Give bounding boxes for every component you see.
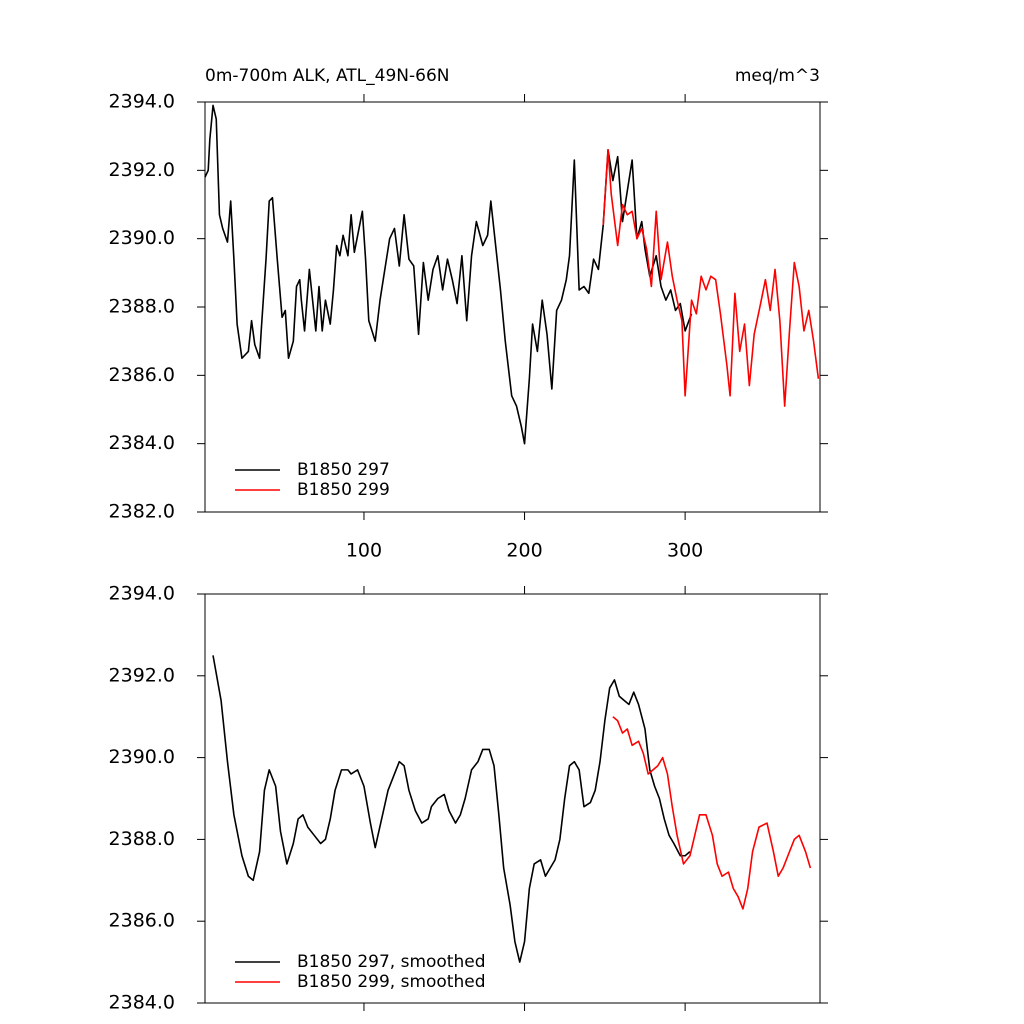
plot-frame bbox=[204, 101, 821, 513]
y-tick-label: 2390.0 bbox=[109, 746, 175, 768]
y-tick-label: 2388.0 bbox=[109, 296, 175, 318]
y-tick-label: 2388.0 bbox=[109, 828, 175, 850]
x-tick-label: 200 bbox=[506, 540, 542, 562]
y-tick-label: 2382.0 bbox=[109, 501, 175, 523]
y-tick-label: 2392.0 bbox=[109, 664, 175, 686]
x-tick-label: 100 bbox=[346, 540, 382, 562]
x-tick-label: 300 bbox=[667, 540, 703, 562]
y-tick-label: 2394.0 bbox=[109, 91, 175, 113]
panel: 2382.0 2384.0 2386.0 2388.0 2390.0 2392.0 2394… bbox=[109, 66, 828, 562]
series-line bbox=[612, 716, 812, 910]
y-tick-label: 2384.0 bbox=[109, 432, 175, 454]
y-tick-label: 2392.0 bbox=[109, 159, 175, 181]
chart-title: 0m-700m ALK, ATL_49N-66N bbox=[205, 66, 449, 86]
legend-label: B1850 299 bbox=[297, 480, 390, 500]
y-tick-label: 2394.0 bbox=[109, 583, 175, 605]
series-line bbox=[212, 655, 691, 963]
panel: 2384.0 2386.0 2388.0 2390.0 2392.0 2394.0 B185… bbox=[109, 583, 828, 1014]
series-line bbox=[602, 149, 820, 407]
legend-label: B1850 299, smoothed bbox=[297, 972, 486, 992]
plot-frame bbox=[204, 593, 821, 1004]
legend-label: B1850 297, smoothed bbox=[297, 952, 486, 972]
units-label: meq/m^3 bbox=[735, 66, 820, 86]
series-line bbox=[204, 104, 693, 445]
y-tick-label: 2386.0 bbox=[109, 364, 175, 386]
y-tick-label: 2390.0 bbox=[109, 227, 175, 249]
y-tick-label: 2386.0 bbox=[109, 910, 175, 932]
y-tick-label: 2384.0 bbox=[109, 992, 175, 1014]
legend-label: B1850 297 bbox=[297, 460, 390, 480]
